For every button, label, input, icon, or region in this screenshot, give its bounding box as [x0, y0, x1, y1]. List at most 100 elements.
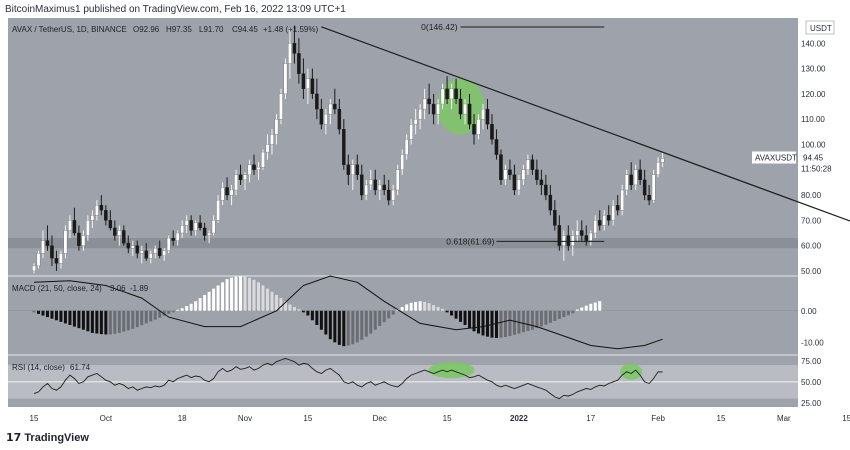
candle-body: [72, 220, 77, 234]
candle-body: [642, 179, 647, 196]
candle: [418, 104, 422, 130]
macd-bar: [310, 310, 314, 321]
candle: [310, 68, 315, 99]
macd-bar: [45, 310, 49, 318]
ohlc-value: C94.45: [232, 25, 258, 34]
candle-body: [310, 78, 315, 95]
candle-body: [104, 210, 108, 221]
candle: [126, 235, 131, 254]
candle-body: [256, 167, 261, 170]
candle: [153, 245, 157, 259]
macd-bar: [274, 294, 278, 311]
macd-bar: [450, 310, 454, 316]
candle: [32, 263, 36, 274]
candle: [86, 215, 90, 241]
candle: [144, 243, 148, 261]
candle-body: [656, 162, 660, 175]
candle: [283, 58, 288, 99]
tradingview-logo[interactable]: 17 TradingView: [6, 431, 89, 444]
candle-body: [95, 205, 99, 216]
candle: [467, 93, 472, 130]
macd-bar: [481, 310, 485, 336]
candle: [454, 78, 458, 104]
macd-bar: [548, 310, 552, 323]
candle: [436, 98, 440, 125]
macd-tick-label: -10.00: [801, 338, 824, 347]
main-panel[interactable]: 0(146.42) 0.618(61.69): [32, 22, 850, 274]
candle: [333, 88, 337, 115]
macd-bar: [86, 310, 90, 332]
rsi-panel[interactable]: RSI (14, close) 61.74: [8, 357, 798, 400]
candle-body: [593, 220, 598, 234]
candle-body: [148, 253, 153, 259]
tradingview-logo-text: TradingView: [24, 432, 89, 444]
candle: [606, 205, 611, 226]
trendline[interactable]: [321, 26, 850, 233]
candle-body: [90, 215, 95, 221]
macd-bar: [221, 282, 225, 311]
candle-body: [553, 210, 557, 226]
candle: [422, 88, 427, 120]
chart-labels: AVAX / TetherUS, 1D, BINANCE O92.96 H97.35…: [12, 25, 318, 34]
candle: [193, 220, 198, 236]
macd-bar: [135, 310, 139, 328]
candle: [198, 215, 202, 231]
candle-body: [324, 113, 328, 125]
candle: [202, 222, 207, 241]
candle: [566, 225, 571, 251]
candle: [656, 157, 660, 178]
candle-body: [50, 245, 54, 259]
macd-bar: [539, 310, 543, 327]
candle-body: [189, 220, 193, 231]
candle-body: [571, 235, 575, 246]
candle-body: [270, 134, 274, 145]
macd-bar: [194, 301, 198, 311]
candle-body: [265, 144, 270, 153]
candle-body: [220, 187, 225, 201]
candle-body: [494, 139, 499, 155]
macd-panel[interactable]: MACD (21, 50, close, 24) 3.06 -1.89: [8, 275, 798, 350]
macd-bar: [81, 310, 85, 330]
candle-body: [292, 43, 297, 54]
macd-bar: [441, 308, 445, 311]
macd-bar: [140, 310, 144, 326]
macd-bar: [589, 303, 593, 311]
candle: [148, 250, 153, 264]
macd-bar: [117, 310, 121, 333]
candle-body: [144, 250, 148, 259]
candle: [306, 68, 310, 104]
macd-bar: [324, 310, 328, 335]
candle: [373, 169, 377, 196]
candle-body: [544, 184, 548, 196]
candle-body: [395, 169, 400, 191]
candle-body: [368, 179, 373, 186]
time-tick-label: 2022: [510, 414, 528, 423]
candle-body: [351, 164, 355, 175]
candle-body: [346, 164, 351, 175]
ohlc-value: H97.35: [166, 25, 192, 34]
macd-bar: [562, 310, 566, 318]
candle-body: [113, 227, 117, 236]
price-axis[interactable]: 140.00130.00120.00110.00100.0090.0080.00…: [752, 20, 837, 408]
macd-bar: [63, 310, 67, 324]
candle-body: [615, 205, 620, 211]
candle-body: [315, 93, 319, 110]
macd-bar: [535, 310, 539, 329]
candle-body: [36, 253, 41, 267]
candle: [216, 195, 220, 223]
candle-body: [238, 174, 243, 181]
candle-body: [449, 88, 454, 100]
macd-bar: [99, 310, 103, 335]
candle: [575, 220, 580, 241]
candle: [77, 225, 81, 251]
time-axis[interactable]: 15 Oct 18 Nov 15 Dec 15 2022 17 Feb 15 Mar 15: [30, 414, 850, 423]
candle-body: [153, 248, 157, 254]
candle: [571, 230, 575, 256]
candle-body: [580, 230, 584, 236]
currency-badge[interactable]: [805, 20, 835, 35]
candle: [485, 98, 490, 130]
last-price-value: 94.45: [803, 154, 824, 163]
candle: [503, 164, 508, 185]
candle-body: [481, 108, 485, 120]
